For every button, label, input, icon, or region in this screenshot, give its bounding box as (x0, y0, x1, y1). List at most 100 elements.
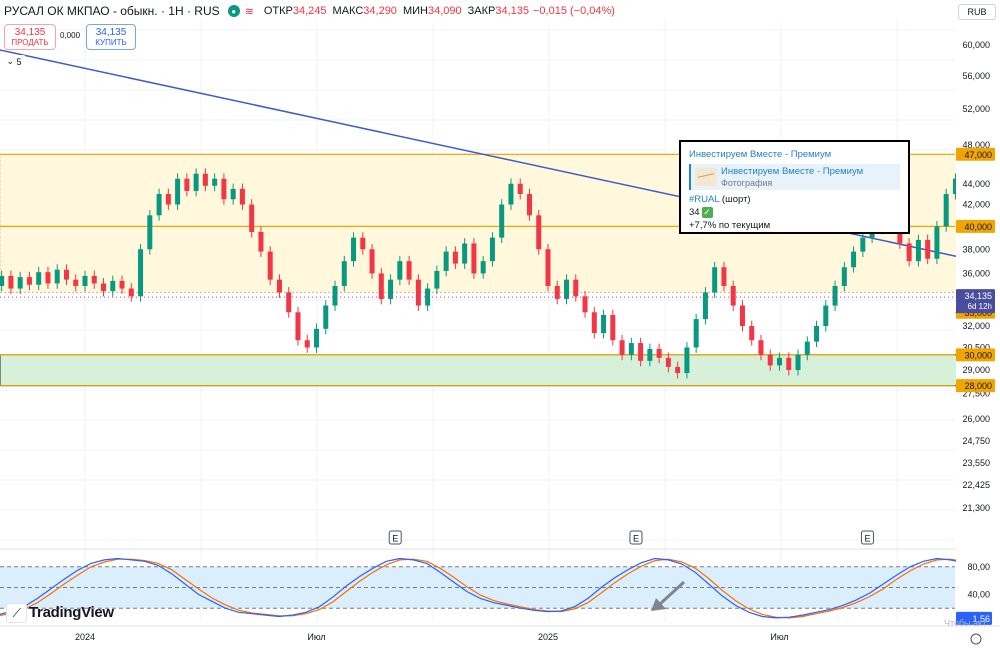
time-tick-0: 2024 (75, 632, 95, 642)
candle-body-50 (323, 305, 329, 329)
price-tick-16: 21,300 (962, 503, 990, 513)
candle-body-28 (119, 280, 125, 289)
price-tick-8: 32,000 (962, 321, 990, 331)
candle-body-84 (638, 343, 644, 361)
buy-button[interactable]: 34,135 КУПИТЬ (86, 24, 136, 50)
candle-body-51 (332, 285, 338, 306)
candle-body-54 (360, 237, 366, 250)
event-marker-1 (629, 530, 643, 545)
stoch-annotation-arrow (658, 580, 686, 606)
tradingview-logo[interactable]: ⟋ TradingView (6, 603, 114, 623)
price-tick-5: 42,000 (962, 200, 990, 210)
candle-body-107 (851, 251, 857, 268)
drawing-tool-icon[interactable]: ⟋ (6, 603, 27, 623)
candle-body-112 (897, 226, 903, 244)
event-marker-label-0: E (392, 534, 398, 544)
candle-body-21 (54, 269, 60, 284)
indicator-count: 5 (16, 56, 22, 67)
change-value: −0,015 (−0,04%) (533, 5, 615, 17)
stoch-tick-0: 80,00 (967, 562, 990, 572)
open-label: ОТКР (263, 5, 293, 17)
candle-body-85 (647, 348, 653, 361)
hashtag-link[interactable]: #RUAL (689, 194, 720, 205)
candle-body-33 (165, 194, 171, 205)
last-price-tag-countdown: 6d 12h (968, 302, 992, 311)
candle-body-62 (434, 270, 440, 289)
check-mark-icon: ✓ (701, 206, 713, 218)
candle-body-74 (545, 249, 551, 286)
candle-body-46 (286, 292, 292, 313)
candle-body-73 (536, 215, 542, 250)
candle-body-117 (943, 194, 949, 227)
candle-body-29 (128, 288, 134, 297)
price-tick-7: 36,000 (962, 268, 990, 278)
candle-body-72 (526, 194, 532, 216)
candle-body-92 (712, 267, 718, 293)
collapse-indicators-button[interactable]: ⌄ 5 (2, 55, 26, 68)
time-tick-3: Июл (770, 632, 788, 642)
candle-body-24 (82, 275, 88, 286)
candle-body-100 (786, 357, 792, 370)
candle-body-101 (795, 354, 801, 370)
candle-body-64 (452, 251, 458, 264)
candle-body-38 (212, 178, 218, 186)
reply-card[interactable]: Инвестируем Вместе - Премиум Фотография (689, 164, 900, 190)
candle-body-116 (934, 226, 940, 259)
channel-title[interactable]: Инвестируем Вместе - Премиум (689, 149, 832, 160)
high-value: 34,290 (363, 5, 397, 17)
candle-body-67 (480, 261, 486, 274)
candle-body-63 (443, 251, 449, 271)
price-tick-4: 44,000 (962, 179, 990, 189)
spread-value: 0,000 (60, 31, 81, 40)
post-target: 34 (689, 207, 700, 218)
close-label: ЗАКР (467, 5, 496, 17)
candle-body-99 (777, 357, 782, 366)
sell-button[interactable]: 34,135 ПРОДАТЬ (4, 24, 56, 50)
candle-body-15 (0, 275, 5, 286)
price-axis (956, 22, 1000, 622)
event-marker-2 (860, 530, 874, 545)
candle-body-71 (517, 183, 523, 195)
candle-body-93 (721, 267, 727, 286)
price-tick-11: 27,500 (962, 389, 990, 399)
candle-body-30 (138, 249, 144, 297)
price-tick-2: 52,000 (962, 104, 990, 114)
trendline (0, 49, 1000, 267)
candle-body-88 (675, 366, 681, 374)
support-zone (0, 354, 1000, 387)
market-status-icon[interactable]: ● (227, 5, 240, 17)
candle-body-94 (730, 285, 736, 306)
post-gain: +7,7% по текущим (689, 220, 771, 231)
stoch-last-tag (956, 611, 992, 625)
candle-body-102 (804, 341, 810, 355)
candle-body-34 (175, 178, 181, 205)
reply-card-subtitle: Фотография (721, 177, 773, 188)
candle-body-75 (554, 285, 560, 299)
candle-body-113 (906, 243, 912, 262)
open-value: 34,245 (292, 5, 327, 17)
activation-watermark: Чтобы акт (944, 618, 987, 628)
logo-text: TradingView (29, 603, 114, 621)
candle-body-23 (73, 279, 79, 286)
price-tick-15: 22,425 (962, 480, 990, 490)
candle-body-95 (739, 305, 745, 327)
price-tick-6: 38,000 (962, 244, 990, 254)
candle-body-91 (702, 292, 708, 320)
candle-body-87 (665, 357, 671, 367)
price-tick-14: 23,550 (962, 458, 990, 468)
candle-body-18 (26, 277, 32, 285)
settings-gear-icon (970, 633, 982, 645)
candle-body-103 (814, 326, 820, 342)
candle-body-58 (397, 261, 403, 280)
candle-body-115 (925, 239, 931, 259)
candle-body-90 (693, 319, 699, 348)
level-tag-label-4: 28,000 (964, 381, 992, 391)
high-label: МАКС (332, 5, 364, 17)
symbol-title[interactable]: РУСАЛ ОК МКПАО - обыкн. · 1Н · RUS (4, 4, 220, 18)
stoch-annotation-arrowhead (651, 598, 666, 611)
currency-selector[interactable]: RUB (958, 4, 996, 20)
telegram-post-overlay: Инвестируем Вместе - Премиум Инвестируем… (679, 140, 910, 234)
price-tick-1: 56,000 (962, 71, 990, 81)
candle-body-104 (823, 305, 829, 327)
